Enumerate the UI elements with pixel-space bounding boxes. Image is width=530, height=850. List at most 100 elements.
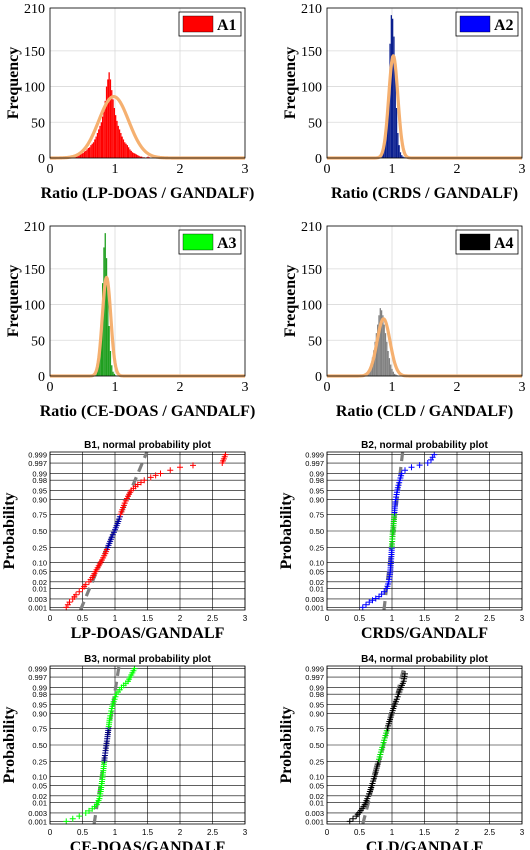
x-tick-label: 3 bbox=[520, 828, 525, 837]
data-point bbox=[402, 670, 408, 677]
y-tick-label: 0.999 bbox=[305, 665, 324, 674]
y-tick-label: 0.99 bbox=[32, 469, 47, 478]
x-axis-label: Ratio (LP-DOAS / GANDALF) bbox=[41, 185, 255, 202]
histogram-bar bbox=[397, 133, 399, 158]
y-tick-label: 50 bbox=[31, 334, 45, 349]
histogram-bar bbox=[109, 79, 112, 158]
legend-label: A2 bbox=[494, 17, 514, 34]
y-tick-label: 50 bbox=[308, 334, 322, 349]
y-tick-label: 210 bbox=[24, 2, 45, 17]
data-point bbox=[398, 470, 405, 477]
y-tick-label: 0.98 bbox=[32, 476, 47, 485]
legend-label: A1 bbox=[217, 17, 237, 34]
x-tick-label: 0.5 bbox=[354, 614, 366, 623]
y-tick-label: 0.25 bbox=[32, 758, 47, 767]
y-tick-label: 0.50 bbox=[309, 741, 324, 750]
histogram-bar bbox=[81, 153, 83, 158]
axes-frame bbox=[49, 7, 246, 159]
histogram-bar bbox=[96, 133, 99, 158]
x-tick-label: 2.5 bbox=[207, 828, 219, 837]
histogram-bar bbox=[113, 373, 115, 376]
data-point bbox=[157, 470, 164, 477]
legend: A2 bbox=[455, 11, 519, 37]
y-tick-label: 150 bbox=[301, 263, 322, 278]
histogram-bar bbox=[85, 150, 87, 158]
data-point bbox=[110, 529, 117, 536]
y-tick-label: 0.99 bbox=[309, 683, 324, 692]
histogram-bar bbox=[138, 155, 140, 158]
data-point bbox=[369, 597, 376, 604]
axes-frame bbox=[49, 665, 246, 825]
histogram-bar bbox=[393, 373, 396, 376]
y-tick-label: 0.001 bbox=[28, 817, 47, 826]
y-tick-label: 0.90 bbox=[32, 495, 47, 504]
y-tick-label: 0.999 bbox=[305, 451, 324, 460]
x-tick-label: 2 bbox=[178, 828, 183, 837]
x-tick-label: 1 bbox=[389, 162, 396, 177]
histogram-bar bbox=[95, 136, 97, 158]
histogram-bar bbox=[94, 139, 96, 158]
legend: A1 bbox=[178, 11, 242, 37]
x-tick-label: 0 bbox=[48, 614, 53, 623]
data-point bbox=[381, 588, 388, 595]
legend-label: A3 bbox=[217, 235, 237, 252]
histogram-bar bbox=[78, 155, 80, 158]
histogram-bar bbox=[401, 155, 403, 158]
histogram-bar bbox=[108, 326, 110, 376]
y-tick-label: 0.02 bbox=[32, 578, 47, 587]
y-tick-label: 50 bbox=[308, 116, 322, 131]
histogram-bar bbox=[398, 145, 400, 158]
x-axis-label: CRDS/GANDALF bbox=[361, 625, 488, 642]
histogram-bar bbox=[382, 315, 384, 376]
y-tick-label: 0.90 bbox=[309, 709, 324, 718]
legend-swatch bbox=[182, 233, 214, 251]
x-tick-label: 0 bbox=[325, 614, 330, 623]
histogram-bar bbox=[90, 145, 92, 158]
histogram-panel-a1: 0 1 2 3 0 50 100 150 210 Ratio (LP-DOAS / GANDALF… bbox=[5, 2, 254, 202]
histogram-bar bbox=[109, 351, 112, 376]
legend: A3 bbox=[178, 229, 242, 255]
histogram-bar bbox=[391, 368, 393, 376]
x-tick-label: 2 bbox=[455, 614, 460, 623]
x-tick-label: 2.5 bbox=[484, 614, 496, 623]
y-tick-label: 0.25 bbox=[309, 758, 324, 767]
y-tick-label: 0.003 bbox=[305, 595, 324, 604]
y-tick-label: 0.997 bbox=[305, 673, 324, 682]
x-tick-label: 2 bbox=[178, 614, 183, 623]
x-tick-label: 3 bbox=[243, 828, 248, 837]
x-tick-label: 2 bbox=[455, 828, 460, 837]
legend-swatch bbox=[459, 15, 491, 33]
x-tick-label: 1 bbox=[389, 380, 396, 395]
y-tick-label: 0 bbox=[315, 370, 322, 385]
y-tick-label: 0.95 bbox=[309, 700, 324, 709]
y-tick-label: 0.001 bbox=[305, 817, 324, 826]
y-tick-label: 0.01 bbox=[32, 799, 47, 808]
histogram-bar bbox=[82, 153, 84, 158]
histogram-bar bbox=[385, 136, 387, 158]
histogram-bar bbox=[131, 152, 134, 158]
data-point bbox=[177, 464, 183, 471]
y-tick-label: 0.01 bbox=[309, 799, 324, 808]
histogram-bar bbox=[112, 371, 114, 376]
histogram-bar bbox=[92, 142, 95, 158]
histogram-bar bbox=[102, 116, 104, 158]
y-tick-label: 0.95 bbox=[309, 486, 324, 495]
histogram-bar bbox=[87, 148, 89, 158]
histogram-bar bbox=[108, 72, 110, 158]
plot-title: B3, normal probability plot bbox=[84, 654, 211, 665]
histogram-bar bbox=[375, 333, 378, 376]
histogram-bar bbox=[125, 143, 127, 158]
x-tick-label: 1 bbox=[390, 614, 395, 623]
y-tick-label: 100 bbox=[24, 299, 45, 314]
histogram-bar bbox=[86, 149, 88, 158]
x-axis-label: Ratio (CRDS / GANDALF) bbox=[331, 185, 518, 202]
y-tick-label: 0.50 bbox=[32, 527, 47, 536]
y-tick-label: 0.10 bbox=[32, 559, 47, 568]
y-tick-label: 0.003 bbox=[28, 595, 47, 604]
data-point bbox=[69, 815, 76, 822]
y-tick-label: 0.98 bbox=[309, 690, 324, 699]
y-tick-label: 0.003 bbox=[305, 809, 324, 818]
x-tick-label: 2 bbox=[177, 162, 184, 177]
histogram-bar bbox=[126, 145, 128, 158]
